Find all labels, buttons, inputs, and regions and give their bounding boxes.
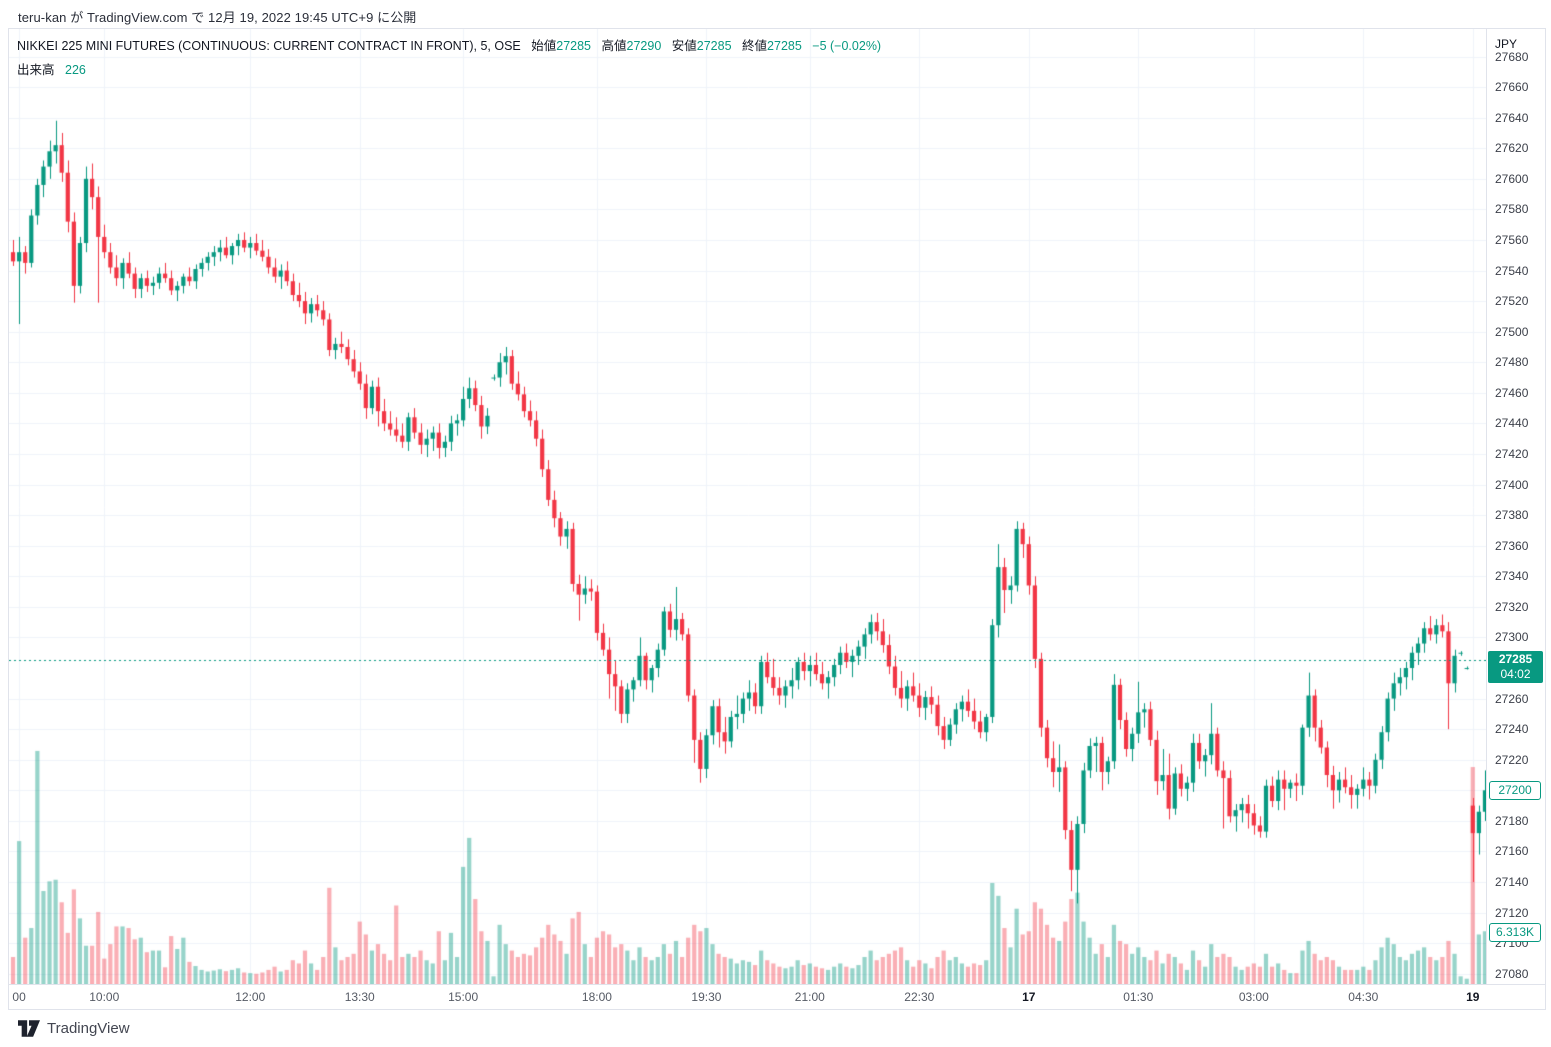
close-label: 終値 xyxy=(742,39,768,53)
price-tick-label: 27260 xyxy=(1495,691,1529,706)
legend-row-volume: 出来高 226 xyxy=(17,59,881,78)
low-value: 27285 xyxy=(696,39,732,53)
time-tick-label: 03:00 xyxy=(1238,990,1269,1004)
time-tick-label: 15:00 xyxy=(448,990,479,1004)
price-tick-label: 27580 xyxy=(1495,202,1529,217)
last-price-value: 27285 xyxy=(1498,652,1533,667)
low-label: 安値 xyxy=(671,39,697,53)
chart-container: NIKKEI 225 MINI FUTURES (CONTINUOUS: CUR… xyxy=(8,28,1546,1010)
price-tick-label: 27080 xyxy=(1495,966,1529,981)
time-tick-label: 18:00 xyxy=(581,990,612,1004)
symbol-title[interactable]: NIKKEI 225 MINI FUTURES (CONTINUOUS: CUR… xyxy=(17,39,521,53)
close-value: 27285 xyxy=(767,39,802,53)
outlined-price-badge: 27200 xyxy=(1489,781,1541,801)
outlined-price-badge: 6.313K xyxy=(1489,923,1541,943)
time-tick-label: 19 xyxy=(1466,990,1480,1004)
price-tick-label: 27460 xyxy=(1495,385,1529,400)
time-tick-label: 21:00 xyxy=(794,990,825,1004)
price-tick-label: 27640 xyxy=(1495,110,1529,125)
price-scale[interactable]: JPY 27680 27660 27640 27620 27600 27580 27560 2… xyxy=(1486,29,1545,986)
price-tick-label: 27180 xyxy=(1495,813,1529,828)
price-tick-label: 27220 xyxy=(1495,752,1529,767)
chart-legend: NIKKEI 225 MINI FUTURES (CONTINUOUS: CUR… xyxy=(17,35,881,78)
time-tick-label: 13:30 xyxy=(344,990,375,1004)
high-value: 27290 xyxy=(626,39,662,53)
time-tick-label: 04:30 xyxy=(1348,990,1379,1004)
time-tick-label: 10:00 xyxy=(89,990,120,1004)
open-value: 27285 xyxy=(556,39,592,53)
price-tick-label: 27320 xyxy=(1495,599,1529,614)
tradingview-logo-text: TradingView xyxy=(47,1020,130,1037)
time-tick-label: 17 xyxy=(1022,990,1036,1004)
price-tick-label: 27620 xyxy=(1495,141,1529,156)
tradingview-logo-icon xyxy=(18,1020,40,1037)
price-tick-label: 27400 xyxy=(1495,477,1529,492)
time-tick-label: 01:30 xyxy=(1123,990,1154,1004)
time-tick-label: 00 xyxy=(12,990,26,1004)
last-price-badge: 27285 04:02 xyxy=(1488,651,1543,684)
price-tick-label: 27360 xyxy=(1495,538,1529,553)
legend-row-symbol: NIKKEI 225 MINI FUTURES (CONTINUOUS: CUR… xyxy=(17,35,881,54)
price-chart-canvas[interactable] xyxy=(9,29,1488,986)
time-tick-label: 19:30 xyxy=(691,990,722,1004)
time-scale[interactable]: 00 10:00 12:00 13:30 15:00 18:00 19:30 21:00 22:… xyxy=(9,984,1545,1009)
price-tick-label: 27420 xyxy=(1495,446,1529,461)
bar-countdown: 04:02 xyxy=(1500,667,1531,682)
price-tick-label: 27380 xyxy=(1495,508,1529,523)
price-tick-label: 27660 xyxy=(1495,80,1529,95)
currency-label: JPY xyxy=(1495,37,1518,51)
publication-attribution: teru-kan が TradingView.com で 12月 19, 202… xyxy=(18,10,417,25)
price-tick-label: 27240 xyxy=(1495,722,1529,737)
price-tick-label: 27160 xyxy=(1495,844,1529,859)
price-tick-label: 27540 xyxy=(1495,263,1529,278)
volume-value: 226 xyxy=(65,63,86,77)
open-label: 始値 xyxy=(531,39,557,53)
price-tick-label: 27120 xyxy=(1495,905,1529,920)
tradingview-footer[interactable]: TradingView xyxy=(18,1020,130,1037)
price-tick-label: 27140 xyxy=(1495,875,1529,890)
high-label: 高値 xyxy=(601,39,627,53)
price-tick-label: 27500 xyxy=(1495,324,1529,339)
price-tick-label: 27480 xyxy=(1495,355,1529,370)
price-tick-label: 27600 xyxy=(1495,171,1529,186)
price-tick-label: 27300 xyxy=(1495,630,1529,645)
price-tick-label: 27440 xyxy=(1495,416,1529,431)
price-tick-label: 27340 xyxy=(1495,569,1529,584)
time-tick-label: 12:00 xyxy=(235,990,266,1004)
change-value: −5 (−0.02%) xyxy=(812,39,882,53)
time-tick-label: 22:30 xyxy=(904,990,935,1004)
volume-label: 出来高 xyxy=(17,63,55,77)
price-tick-label: 27520 xyxy=(1495,294,1529,309)
price-tick-label: 27560 xyxy=(1495,232,1529,247)
price-tick-label: 27680 xyxy=(1495,49,1529,64)
